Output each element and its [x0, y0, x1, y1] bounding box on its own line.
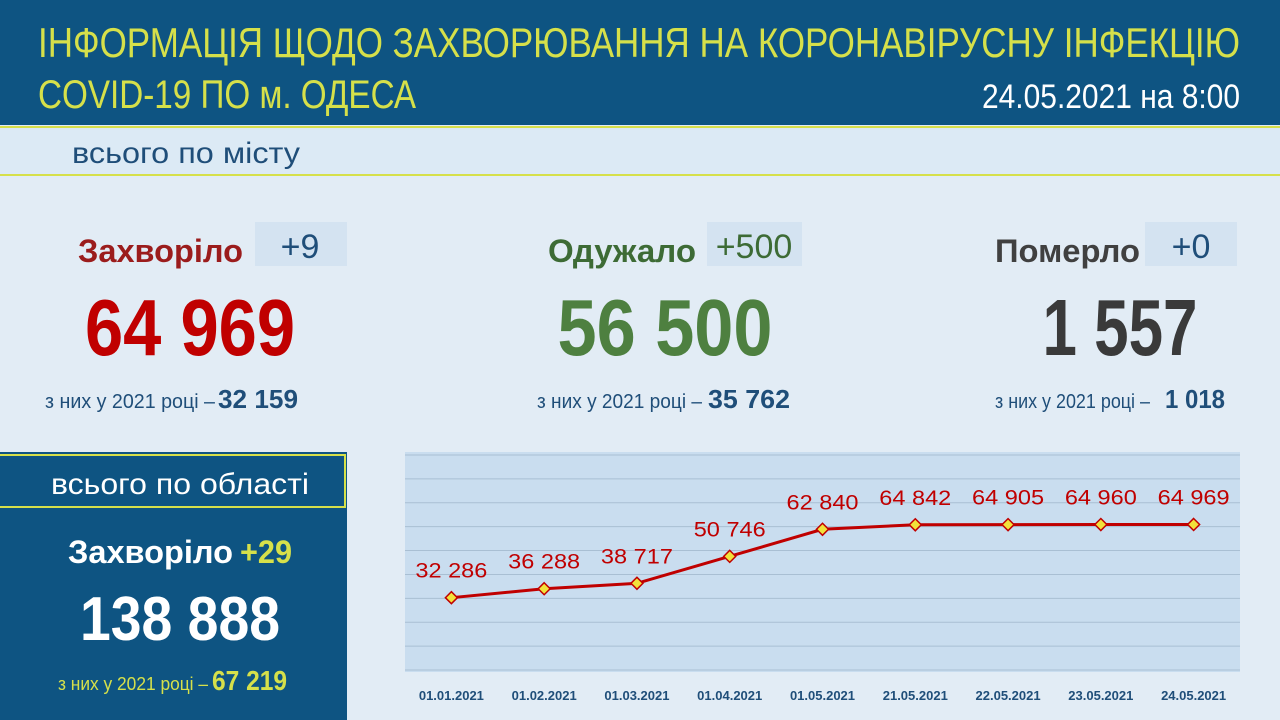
- value-label: 64 905: [972, 487, 1044, 510]
- stat-delta: +0: [1172, 228, 1211, 266]
- plot-area: [405, 452, 1240, 672]
- stat-delta: +9: [281, 228, 320, 266]
- year-label: з них у 2021 році –: [537, 391, 703, 413]
- x-tick-label: 01.04.2021: [697, 688, 762, 703]
- stat-label: Померло: [995, 233, 1140, 269]
- marker: [537, 581, 552, 596]
- header: [0, 0, 1280, 125]
- stat-total: 64 969: [85, 283, 295, 372]
- marker: [722, 549, 737, 564]
- marker: [1000, 517, 1016, 532]
- x-tick-label: 01.02.2021: [512, 688, 577, 703]
- city-label: всього по місту: [72, 137, 300, 170]
- value-label: 36 288: [508, 551, 580, 574]
- value-label: 50 746: [694, 518, 766, 541]
- x-tick-label: 21.05.2021: [883, 688, 948, 703]
- marker: [908, 517, 923, 532]
- year-value: 32 159: [218, 384, 298, 414]
- year-label: з них у 2021 році –: [995, 391, 1151, 413]
- region-delta: +29: [240, 534, 292, 570]
- value-label: 62 840: [787, 491, 859, 514]
- region-year-value: 67 219: [212, 665, 287, 696]
- region-year-label: з них у 2021 році –: [58, 674, 208, 694]
- region-banner: [0, 454, 346, 508]
- date: 24.05.2021 на 8:00: [982, 78, 1240, 116]
- delta-box: [255, 222, 347, 266]
- value-label: 64 960: [1065, 487, 1137, 510]
- value-label: 38 717: [601, 545, 673, 568]
- year-value: 35 762: [708, 384, 790, 414]
- marker: [629, 576, 645, 591]
- x-tick-label: 22.05.2021: [976, 688, 1041, 703]
- marker: [1186, 517, 1201, 532]
- delta-box: [707, 222, 802, 266]
- delta-box: [1145, 222, 1237, 266]
- region-total: 138 888: [80, 585, 280, 654]
- stat-total: 56 500: [558, 283, 773, 372]
- x-tick-label: 24.05.2021: [1161, 688, 1226, 703]
- region-case-label: Захворіло: [68, 534, 233, 570]
- chart: 32 286 01.01.2021 36 288 01.02.2021 38 717 01…: [405, 452, 1240, 703]
- marker: [1093, 517, 1108, 532]
- x-tick-label: 01.03.2021: [604, 688, 669, 703]
- x-tick-label: 01.01.2021: [419, 688, 484, 703]
- subtitle: COVID-19 ПО м. ОДЕСА: [38, 73, 416, 117]
- region-label: всього по області: [51, 468, 309, 501]
- value-label: 64 969: [1158, 486, 1230, 509]
- stat-total: 1 557: [1043, 283, 1198, 372]
- title: ІНФОРМАЦІЯ ЩОДО ЗАХВОРЮВАННЯ НА КОРОНАВІ…: [38, 19, 1240, 66]
- value-label: 64 842: [879, 487, 951, 510]
- x-tick-label: 23.05.2021: [1068, 688, 1133, 703]
- year-label: з них у 2021 році –: [45, 391, 216, 413]
- city-banner: [0, 126, 1280, 176]
- stat-label: Захворіло: [78, 233, 243, 269]
- marker: [815, 522, 830, 537]
- year-value: 1 018: [1165, 384, 1225, 414]
- value-label: 32 286: [415, 560, 487, 583]
- stat-delta: +500: [716, 228, 793, 266]
- stat-label: Одужало: [548, 233, 696, 269]
- marker: [444, 590, 459, 605]
- x-tick-label: 01.05.2021: [790, 688, 855, 703]
